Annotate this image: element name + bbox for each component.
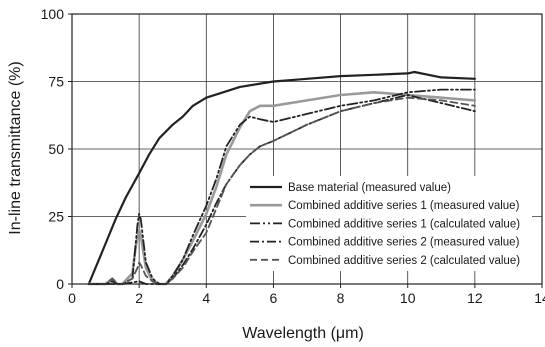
x-tick-label-6: 6 [270, 290, 278, 306]
x-tick-label-4: 4 [202, 290, 210, 306]
series-line-4 [87, 94, 476, 285]
y-tick-label-25: 25 [48, 209, 64, 225]
legend-box [246, 176, 532, 271]
series-line-1 [87, 70, 476, 286]
x-axis-title: Wavelength (μm) [242, 325, 364, 342]
series-line-5 [87, 96, 476, 285]
x-tick-label-8: 8 [337, 290, 345, 306]
y-tick-label-0: 0 [56, 276, 64, 292]
y-tick-label-50: 50 [48, 141, 64, 157]
x-tick-label-2: 2 [135, 290, 143, 306]
x-tick-label-12: 12 [467, 290, 483, 306]
y-tick-label-100: 100 [41, 6, 65, 22]
x-tick-label-0: 0 [68, 290, 76, 306]
x-tick-label-14: 14 [534, 290, 545, 306]
y-axis-title: In-line transmittance (%) [7, 61, 24, 234]
legend-label-2: Combined additive series 1 (measured val… [288, 200, 520, 212]
x-tick-label-10: 10 [400, 290, 416, 306]
legend-label-5: Combined additive series 2 (calculated v… [288, 255, 520, 267]
y-tick-label-75: 75 [48, 74, 64, 90]
legend-label-3: Combined additive series 1 (calculated v… [288, 218, 520, 230]
series-line-2 [87, 91, 477, 286]
legend-label-4: Combined additive series 2 (measured val… [288, 237, 520, 249]
legend-label-1: Base material (measured value) [288, 182, 451, 194]
